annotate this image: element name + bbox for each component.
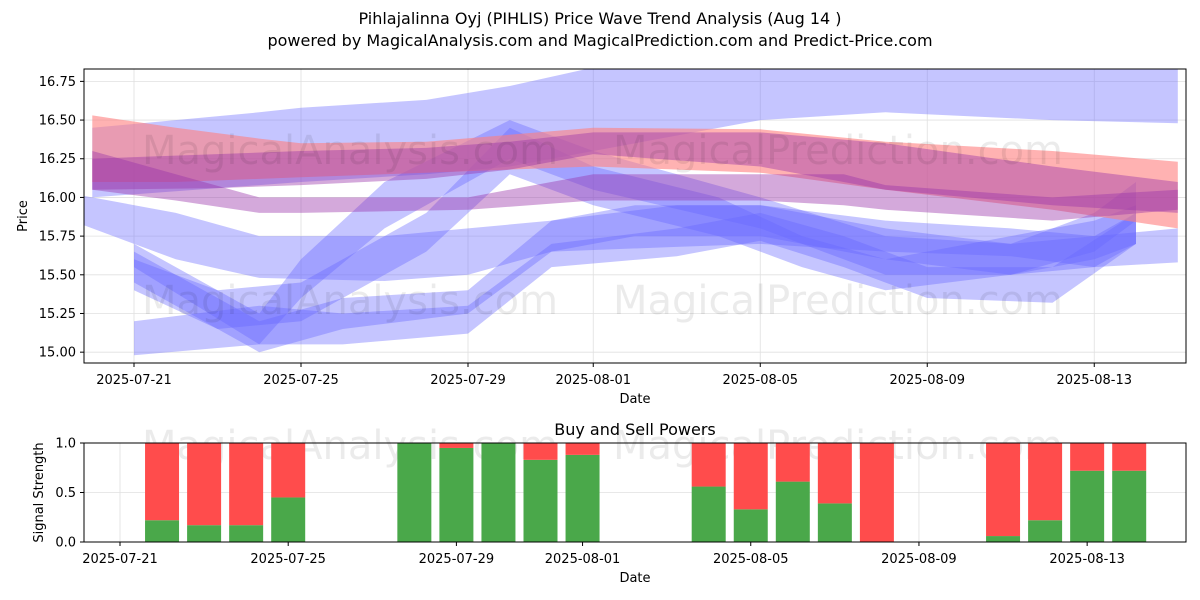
signal-ytick-label: 0.5 [55, 486, 76, 501]
buy-bar [691, 486, 726, 542]
buy-bar [397, 443, 432, 542]
buy-bar [523, 459, 558, 542]
price-watermarks: MagicalAnalysis.com MagicalPrediction.com… [142, 128, 1063, 324]
price-bands [84, 69, 1178, 356]
signal-title: Buy and Sell Powers [554, 420, 716, 439]
price-band-blue [84, 195, 1178, 281]
sell-bar [271, 443, 306, 498]
price-xtick-label: 2025-07-25 [263, 373, 339, 388]
signal-xtick-label: 2025-07-25 [250, 552, 326, 567]
price-xtick-label: 2025-07-29 [430, 373, 506, 388]
price-ytick-label: 15.25 [39, 307, 76, 322]
watermark-text: MagicalPrediction.com [613, 128, 1063, 174]
buy-bar [817, 503, 852, 542]
sell-bar [859, 443, 894, 542]
buy-bar [229, 525, 264, 542]
price-xtick-label: 2025-08-01 [555, 373, 631, 388]
price-ytick-label: 16.75 [39, 75, 76, 90]
price-ytick-label: 16.50 [39, 114, 76, 129]
price-xtick-label: 2025-08-13 [1056, 373, 1132, 388]
signal-ticks: 2025-07-21 2025-07-25 2025-07-29 2025-08-01… [55, 437, 1125, 568]
price-xtick-label: 2025-08-05 [722, 373, 798, 388]
buy-bar [986, 536, 1021, 542]
price-band-blue [134, 205, 1136, 353]
price-axes-frame [83, 68, 1187, 364]
price-ytick-label: 16.00 [39, 191, 76, 206]
sell-bar [523, 443, 558, 460]
sell-bar [817, 443, 852, 504]
watermark-text: MagicalAnalysis.com [142, 128, 558, 174]
signal-xtick-label: 2025-08-09 [881, 552, 957, 567]
sell-bar [691, 443, 726, 487]
price-ytick-label: 16.25 [39, 152, 76, 167]
sell-bar [565, 443, 600, 455]
chart-title: Pihlajalinna Oyj (PIHLIS) Price Wave Tre… [358, 9, 842, 28]
sell-bar [1070, 443, 1105, 471]
signal-y-axis-label: Signal Strength [32, 442, 47, 542]
buy-bar [775, 481, 810, 542]
price-panel: MagicalAnalysis.com MagicalPrediction.com… [16, 68, 1187, 407]
price-xtick-label: 2025-07-21 [96, 373, 172, 388]
price-ytick-label: 15.00 [39, 346, 76, 361]
chart-subtitle: powered by MagicalAnalysis.com and Magic… [267, 31, 933, 50]
watermark-text: MagicalPrediction.com [613, 278, 1063, 324]
buy-bar [1070, 470, 1105, 542]
buy-bar [187, 525, 222, 542]
price-y-axis-label: Price [16, 200, 31, 232]
signal-xtick-label: 2025-08-13 [1049, 552, 1125, 567]
sell-bar [187, 443, 222, 526]
price-band-blue [134, 127, 1136, 329]
sell-bar [775, 443, 810, 482]
buy-bar [271, 497, 306, 542]
watermark-text: MagicalAnalysis.com [142, 278, 558, 324]
price-band-purple [92, 151, 1178, 221]
price-grid [84, 69, 1186, 363]
price-ytick-label: 15.75 [39, 230, 76, 245]
sell-bar [145, 443, 180, 521]
sell-bar [733, 443, 768, 510]
signal-xtick-label: 2025-07-21 [82, 552, 158, 567]
buy-bar [1028, 520, 1063, 542]
signal-x-axis-label: Date [619, 571, 650, 586]
signal-xtick-label: 2025-08-05 [713, 552, 789, 567]
price-band-red [92, 115, 1178, 229]
buy-bar [145, 520, 180, 542]
sell-bar [439, 443, 474, 448]
signal-xtick-label: 2025-08-01 [545, 552, 621, 567]
buy-bar [481, 443, 516, 542]
signal-xtick-label: 2025-07-29 [419, 552, 495, 567]
buy-bar [565, 454, 600, 542]
sell-bar [986, 443, 1021, 537]
price-xtick-label: 2025-08-09 [889, 373, 965, 388]
buy-bar [439, 447, 474, 542]
price-ytick-label: 15.50 [39, 268, 76, 283]
price-x-axis-label: Date [619, 392, 650, 407]
signal-bars [145, 443, 1147, 542]
buy-bar [1112, 470, 1147, 542]
sell-bar [1112, 443, 1147, 471]
buy-bar [733, 509, 768, 542]
signal-ytick-label: 0.0 [55, 536, 76, 551]
signal-ytick-label: 1.0 [55, 437, 76, 452]
price-band-blue [134, 212, 1136, 356]
sell-bar [1028, 443, 1063, 521]
signal-panel: Buy and Sell PowersMagicalAnalysis.comMa… [32, 420, 1187, 586]
sell-bar [229, 443, 264, 526]
price-band-purple [92, 132, 1178, 213]
price-ticks: 2025-07-21 2025-07-25 2025-07-29 2025-08-01… [39, 75, 1132, 388]
